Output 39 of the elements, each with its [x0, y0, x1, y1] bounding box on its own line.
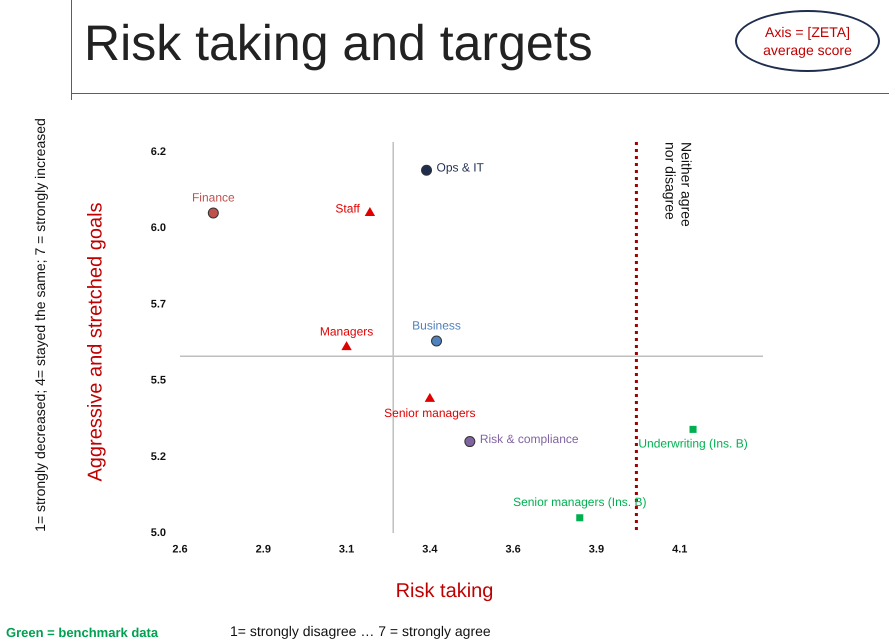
text: 1= strongly disagree … 7 = strongly agree — [230, 623, 491, 639]
series-label: Finance — [192, 190, 235, 204]
series-label: Managers — [320, 324, 374, 338]
series-label: Senior managers (Ins. B) — [513, 495, 646, 510]
y-tick-label: 5.0 — [150, 527, 166, 540]
y-tick-label: 5.5 — [150, 374, 166, 387]
x-tick-label: 4.1 — [672, 544, 688, 556]
x-tick-label: 2.9 — [256, 544, 271, 556]
y-tick-label: 5.7 — [150, 298, 166, 310]
chart-title: Risk taking and targets — [84, 14, 593, 72]
series-label: Staff — [335, 201, 361, 216]
point — [421, 164, 432, 176]
x-tick-label: 3.9 — [588, 544, 604, 556]
point — [341, 341, 352, 350]
x-tick-label: 2.6 — [172, 544, 188, 556]
y-tick-label: 6.2 — [150, 146, 166, 158]
point — [364, 206, 376, 216]
series-label: Risk & compliance — [480, 432, 579, 446]
point — [464, 436, 476, 448]
x-axis-title: Risk taking — [394, 580, 494, 603]
point — [690, 426, 697, 433]
series-label: Ops & IT — [436, 160, 485, 175]
point — [576, 514, 584, 522]
oval-outline: Axis = [ZETA] average score — [735, 10, 880, 72]
ref-line-label: Neither agree nor disagree — [662, 142, 695, 228]
text: Green = benchmark data — [6, 625, 158, 640]
y-axis-title: Aggressive and stretched goals — [84, 202, 108, 482]
x-tick-label: 3.6 — [505, 544, 521, 556]
x-tick-label: 3.1 — [338, 544, 354, 556]
series-label: Business — [412, 318, 461, 332]
point — [424, 392, 436, 402]
y-tick-label: 6.0 — [150, 222, 166, 234]
y-tick-label: 5.2 — [150, 450, 166, 463]
series-label: Underwriting (Ins. B) — [638, 436, 748, 451]
series-label: Senior managers — [384, 406, 476, 420]
point — [431, 335, 442, 346]
x-tick-label: 3.4 — [422, 544, 438, 556]
point — [208, 207, 219, 218]
text: 1= strongly decreased; 4= stayed the same; 7 = strongly increased — [32, 118, 48, 532]
